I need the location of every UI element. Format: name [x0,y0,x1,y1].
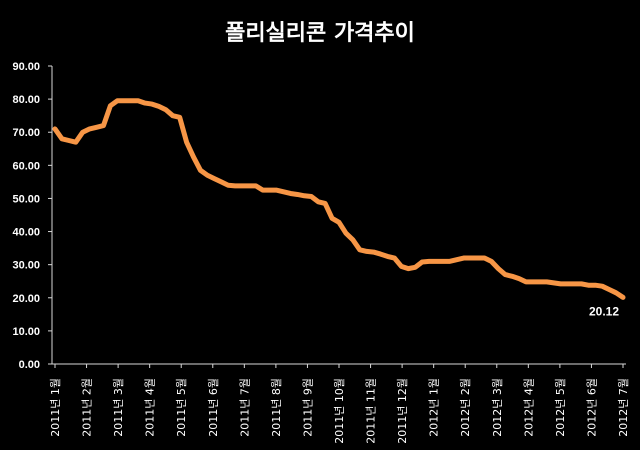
y-tick-label: 10.00 [12,326,40,338]
x-tick-label: 2011년 10월 [333,378,346,444]
x-tick-labels: 2011년 1월 2011년 2월 2011년 3월 2011년 4월 2011년 5월… [49,364,630,444]
series-layer [52,98,626,300]
y-tick-label: 90.00 [12,61,40,73]
x-tick-label: 2011년 2월 [81,378,94,437]
data-label: 20.12 [589,304,619,318]
x-tick-label: 2012년 3월 [491,378,504,437]
x-tick-label: 2012년 5월 [554,378,567,437]
x-tick-label: 2012년 7월 [617,378,630,437]
x-tick-label: 2012년 4월 [522,378,535,437]
x-tick-label: 2012년 1월 [428,378,441,437]
chart-title: 폴리실리콘 가격추이 [225,21,415,46]
x-tick-label: 2011년 8월 [270,378,283,437]
x-tick-label: 2011년 5월 [175,378,188,437]
x-tick-label: 2011년 1월 [49,378,62,437]
y-tick-labels: 0.00 10.00 20.00 30.00 40.00 50.00 60.00 70.00 8… [12,61,52,371]
x-tick-label: 2011년 3월 [112,378,125,437]
y-tick-label: 50.00 [12,193,40,205]
x-tick-label: 2011년 4월 [144,378,157,437]
x-tick-label: 2011년 7월 [238,378,251,437]
x-tick-label: 2012년 6월 [585,378,598,437]
y-tick-label: 20.00 [12,293,40,305]
x-tick-label: 2011년 12월 [396,378,409,444]
x-tick-label: 2011년 9월 [301,378,314,437]
y-tick-label: 0.00 [19,359,40,371]
data-labels: 20.12 [589,304,619,318]
y-tick-label: 40.00 [12,227,40,239]
x-tick-label: 2011년 11월 [365,378,378,444]
x-tick-label: 2011년 6월 [207,378,220,437]
x-tick-label: 2012년 2월 [459,378,472,437]
y-tick-label: 30.00 [12,260,40,272]
y-tick-label: 60.00 [12,160,40,172]
y-tick-label: 70.00 [12,127,40,139]
y-tick-label: 80.00 [12,94,40,106]
